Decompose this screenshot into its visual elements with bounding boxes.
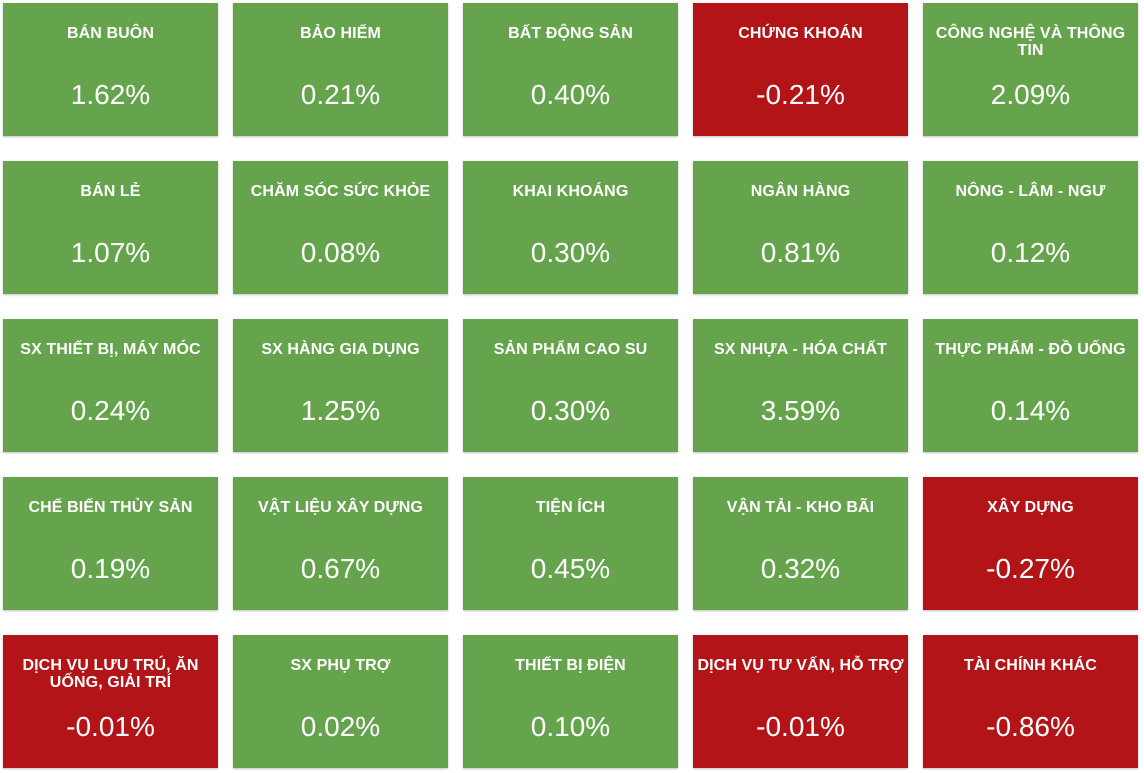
sector-name: BẤT ĐỘNG SẢN (508, 25, 633, 42)
sector-name: SX HÀNG GIA DỤNG (261, 341, 420, 358)
sector-change: 0.40% (530, 79, 611, 110)
sector-name: BÁN LẺ (80, 183, 141, 200)
sector-tile[interactable]: KHAI KHOÁNG 0.30% (463, 161, 678, 294)
sector-name: DỊCH VỤ LƯU TRÚ, ĂN UỐNG, GIẢI TRÍ (22, 657, 199, 691)
sector-change: -0.01% (66, 711, 155, 742)
sector-change: 0.19% (70, 553, 151, 584)
sector-name: CÔNG NGHỆ VÀ THÔNG TIN (935, 25, 1126, 59)
sector-name: CHỨNG KHOÁN (738, 25, 863, 42)
sector-change: 0.32% (760, 553, 841, 584)
sector-tile[interactable]: BẤT ĐỘNG SẢN 0.40% (463, 3, 678, 136)
sector-tile[interactable]: DỊCH VỤ LƯU TRÚ, ĂN UỐNG, GIẢI TRÍ -0.01% (3, 635, 218, 768)
sector-tile[interactable]: TIỆN ÍCH 0.45% (463, 477, 678, 610)
sector-name: SX PHỤ TRỢ (290, 657, 391, 674)
sector-change: 1.25% (300, 395, 381, 426)
sector-change: -0.21% (756, 79, 845, 110)
sector-name: TÀI CHÍNH KHÁC (964, 657, 1097, 674)
sector-tile[interactable]: BÁN BUÔN 1.62% (3, 3, 218, 136)
sector-change: 0.21% (300, 79, 381, 110)
sector-change: 3.59% (760, 395, 841, 426)
sector-tile[interactable]: THỰC PHẨM - ĐỒ UỐNG 0.14% (923, 319, 1138, 452)
sector-tile[interactable]: CHĂM SÓC SỨC KHỎE 0.08% (233, 161, 448, 294)
sector-name: NÔNG - LÂM - NGƯ (955, 183, 1106, 200)
sector-tile[interactable]: THIẾT BỊ ĐIỆN 0.10% (463, 635, 678, 768)
sector-name: THIẾT BỊ ĐIỆN (515, 657, 626, 674)
sector-tile[interactable]: CÔNG NGHỆ VÀ THÔNG TIN 2.09% (923, 3, 1138, 136)
sector-change: 0.08% (300, 237, 381, 268)
sector-name: NGÂN HÀNG (750, 183, 851, 200)
sector-name: SẢN PHẨM CAO SU (493, 341, 648, 358)
sector-change: 1.07% (70, 237, 151, 268)
sector-change: 0.81% (760, 237, 841, 268)
sector-name: BÁN BUÔN (66, 25, 155, 42)
sector-change: 0.10% (530, 711, 611, 742)
sector-change: -0.86% (986, 711, 1075, 742)
sector-tile[interactable]: CHẾ BIẾN THỦY SẢN 0.19% (3, 477, 218, 610)
sector-name: CHẾ BIẾN THỦY SẢN (28, 499, 193, 516)
sector-tile[interactable]: SX THIẾT BỊ, MÁY MÓC 0.24% (3, 319, 218, 452)
sector-change: 0.12% (990, 237, 1071, 268)
sector-name: KHAI KHOÁNG (512, 183, 629, 200)
sector-name: BẢO HIỂM (300, 25, 381, 42)
sector-change: -0.27% (986, 553, 1075, 584)
sector-change: 0.24% (70, 395, 151, 426)
sector-name: DỊCH VỤ TƯ VẤN, HỖ TRỢ (697, 657, 904, 674)
sector-change: 0.14% (990, 395, 1071, 426)
sector-tile[interactable]: NGÂN HÀNG 0.81% (693, 161, 908, 294)
sector-name: VẬT LIỆU XÂY DỰNG (258, 499, 423, 516)
sector-change: 2.09% (990, 79, 1071, 110)
sector-name: THỰC PHẨM - ĐỒ UỐNG (935, 341, 1126, 358)
sector-tile[interactable]: VẬN TẢI - KHO BÃI 0.32% (693, 477, 908, 610)
sector-change: 0.45% (530, 553, 611, 584)
sector-tile[interactable]: XÂY DỰNG -0.27% (923, 477, 1138, 610)
sector-tile[interactable]: BẢO HIỂM 0.21% (233, 3, 448, 136)
sector-tile[interactable]: NÔNG - LÂM - NGƯ 0.12% (923, 161, 1138, 294)
sector-change: 0.30% (530, 237, 611, 268)
sector-change: 0.02% (300, 711, 381, 742)
sector-change: 1.62% (70, 79, 151, 110)
sector-change: 0.30% (530, 395, 611, 426)
sector-name: SX THIẾT BỊ, MÁY MÓC (20, 341, 201, 358)
sector-name: VẬN TẢI - KHO BÃI (726, 499, 875, 516)
sector-heatmap-grid: BÁN BUÔN 1.62% BẢO HIỂM 0.21% BẤT ĐỘNG SẢN… (3, 3, 1138, 768)
sector-name: CHĂM SÓC SỨC KHỎE (250, 183, 431, 200)
sector-name: SX NHỰA - HÓA CHẤT (714, 341, 887, 358)
sector-change: -0.01% (756, 711, 845, 742)
sector-tile[interactable]: SX PHỤ TRỢ 0.02% (233, 635, 448, 768)
sector-tile[interactable]: VẬT LIỆU XÂY DỰNG 0.67% (233, 477, 448, 610)
sector-tile[interactable]: SX NHỰA - HÓA CHẤT 3.59% (693, 319, 908, 452)
sector-tile[interactable]: CHỨNG KHOÁN -0.21% (693, 3, 908, 136)
sector-tile[interactable]: SẢN PHẨM CAO SU 0.30% (463, 319, 678, 452)
sector-tile[interactable]: BÁN LẺ 1.07% (3, 161, 218, 294)
sector-tile[interactable]: DỊCH VỤ TƯ VẤN, HỖ TRỢ -0.01% (693, 635, 908, 768)
sector-tile[interactable]: SX HÀNG GIA DỤNG 1.25% (233, 319, 448, 452)
sector-name: TIỆN ÍCH (535, 499, 606, 516)
sector-name: XÂY DỰNG (987, 499, 1074, 516)
sector-tile[interactable]: TÀI CHÍNH KHÁC -0.86% (923, 635, 1138, 768)
sector-change: 0.67% (300, 553, 381, 584)
